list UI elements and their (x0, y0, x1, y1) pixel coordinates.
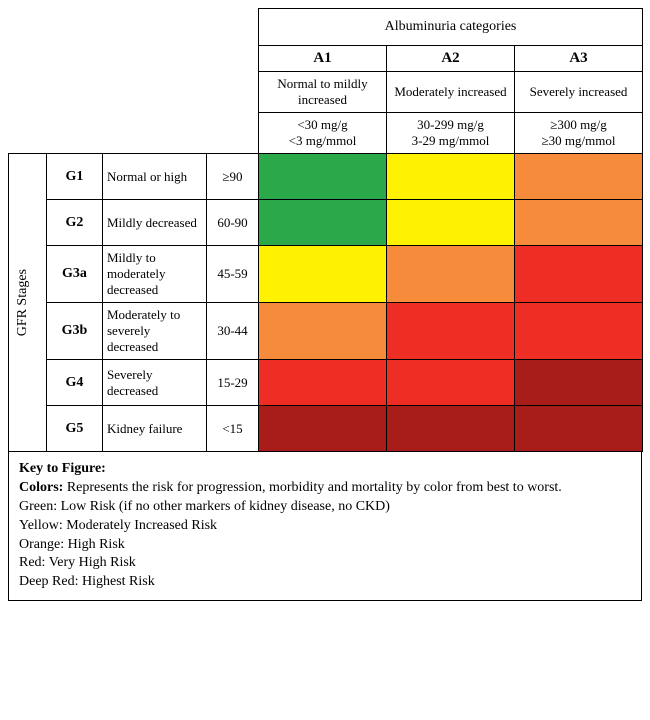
key-line: Red: Very High Risk (19, 554, 631, 573)
table-row: G4Severely decreased15-29 (9, 360, 643, 406)
stage-code: G1 (47, 154, 103, 200)
heat-cell (387, 406, 515, 452)
stage-desc: Normal or high (103, 154, 207, 200)
heat-cell (387, 360, 515, 406)
heat-cell (515, 246, 643, 303)
table-row: G3bModerately to severely decreased30-44 (9, 303, 643, 360)
heat-cell (387, 303, 515, 360)
heat-cell (259, 360, 387, 406)
gfr-stages-label: GFR Stages (9, 154, 47, 452)
heat-cell (515, 303, 643, 360)
albuminuria-header: Albuminuria categories (259, 9, 643, 46)
heat-cell (387, 200, 515, 246)
stage-range: ≥90 (207, 154, 259, 200)
stage-range: <15 (207, 406, 259, 452)
stage-range: 60-90 (207, 200, 259, 246)
heat-cell (515, 200, 643, 246)
col-a1: A1 (259, 46, 387, 72)
key-line: Yellow: Moderately Increased Risk (19, 517, 631, 536)
stage-range: 30-44 (207, 303, 259, 360)
col-a3: A3 (515, 46, 643, 72)
heat-cell (387, 154, 515, 200)
heat-cell (259, 154, 387, 200)
table-row: GFR StagesG1Normal or high≥90 (9, 154, 643, 200)
stage-desc: Kidney failure (103, 406, 207, 452)
heat-cell (259, 303, 387, 360)
heat-cell (259, 246, 387, 303)
col-a2-range: 30-299 mg/g3-29 mg/mmol (387, 113, 515, 154)
stage-desc: Mildly to moderately decreased (103, 246, 207, 303)
heat-cell (515, 406, 643, 452)
stage-desc: Mildly decreased (103, 200, 207, 246)
key-line: Deep Red: Highest Risk (19, 573, 631, 592)
col-a1-range: <30 mg/g<3 mg/mmol (259, 113, 387, 154)
col-a1-desc: Normal to mildly increased (259, 72, 387, 113)
heat-cell (259, 200, 387, 246)
key-colors-label: Colors: (19, 480, 63, 495)
key-colors-text: Represents the risk for progression, mor… (63, 480, 561, 495)
stage-desc: Severely decreased (103, 360, 207, 406)
key-title: Key to Figure: (19, 461, 106, 476)
table-row: G5Kidney failure<15 (9, 406, 643, 452)
key-box: Key to Figure: Colors: Represents the ri… (8, 452, 642, 601)
table-row: G3aMildly to moderately decreased45-59 (9, 246, 643, 303)
heat-cell (387, 246, 515, 303)
stage-range: 45-59 (207, 246, 259, 303)
stage-desc: Moderately to severely decreased (103, 303, 207, 360)
col-a2: A2 (387, 46, 515, 72)
stage-code: G3a (47, 246, 103, 303)
col-a2-desc: Moderately increased (387, 72, 515, 113)
stage-code: G5 (47, 406, 103, 452)
stage-code: G4 (47, 360, 103, 406)
stage-range: 15-29 (207, 360, 259, 406)
heat-cell (259, 406, 387, 452)
heat-cell (515, 154, 643, 200)
key-line: Green: Low Risk (if no other markers of … (19, 498, 631, 517)
table-row: G2Mildly decreased60-90 (9, 200, 643, 246)
col-a3-range: ≥300 mg/g≥30 mg/mmol (515, 113, 643, 154)
gfr-albuminuria-table: Albuminuria categories A1 A2 A3 Normal t… (8, 8, 643, 452)
col-a3-desc: Severely increased (515, 72, 643, 113)
key-line: Orange: High Risk (19, 536, 631, 555)
stage-code: G2 (47, 200, 103, 246)
stage-code: G3b (47, 303, 103, 360)
heat-cell (515, 360, 643, 406)
